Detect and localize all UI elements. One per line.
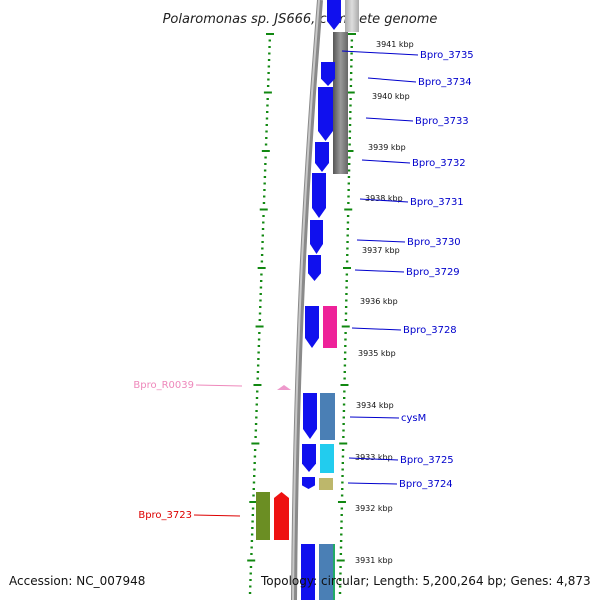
gene-label-leader <box>367 77 417 83</box>
kbp-tick-label: 3935 kbp <box>358 349 396 358</box>
gene-label[interactable]: Bpro_3725 <box>400 455 454 466</box>
forward-gene-arrow <box>301 544 315 600</box>
gene-label-leader <box>354 269 405 273</box>
forward-gene-arrow <box>315 142 329 172</box>
gene-label-leader <box>361 159 411 164</box>
forward-gene-arrow <box>302 477 315 489</box>
forward-gene-arrow <box>302 444 316 472</box>
genome-backbone-highlight <box>292 0 320 600</box>
gc-block <box>333 32 348 174</box>
olive-gene-block <box>256 492 270 540</box>
gene-label[interactable]: Bpro_3723 <box>138 510 192 521</box>
pink-gene-block <box>323 306 337 348</box>
gene-label[interactable]: Bpro_3731 <box>410 197 464 208</box>
kbp-tick-label: 3938 kbp <box>365 194 403 203</box>
gene-label-leader <box>365 117 414 122</box>
gene-label-layer: Bpro_3735 Bpro_3734 Bpro_3733 Bpro_3732 Bpro… <box>133 50 473 521</box>
gene-label[interactable]: Bpro_3724 <box>399 479 453 490</box>
gene-label[interactable]: Bpro_3732 <box>412 158 466 169</box>
steel-gene-block <box>319 544 333 600</box>
gene-label[interactable]: Bpro_3730 <box>407 237 461 248</box>
cyan-gene-block <box>320 444 334 473</box>
kbp-tick-label: 3941 kbp <box>376 40 414 49</box>
kbp-tick-label: 3939 kbp <box>368 143 406 152</box>
kbp-tick-label: 3936 kbp <box>360 297 398 306</box>
gene-label-leader <box>347 482 398 485</box>
gene-label-leader <box>351 327 402 331</box>
gene-layer <box>256 0 341 600</box>
khaki-gene-block <box>319 478 333 490</box>
rna-gene-marker <box>277 385 291 390</box>
steel-gene-block <box>320 393 335 440</box>
gene-label-leader <box>195 384 243 387</box>
forward-gene-arrow <box>303 393 317 439</box>
gene-label-leader <box>341 50 419 56</box>
kbp-tick-label: 3932 kbp <box>355 504 393 513</box>
gene-label[interactable]: Bpro_3729 <box>406 267 460 278</box>
forward-gene-arrow <box>318 87 333 141</box>
genome-backbone <box>291 0 323 600</box>
gc-block-top <box>345 0 359 32</box>
gene-label-leader <box>359 198 409 203</box>
topology-text: Topology: circular; Length: 5,200,264 bp… <box>261 574 591 588</box>
gene-label-leader <box>348 457 399 461</box>
forward-gene-arrow <box>327 0 341 30</box>
kbp-tick-label: 3931 kbp <box>355 556 393 565</box>
forward-gene-arrow <box>310 220 323 254</box>
dotted-ring-layer <box>247 33 356 594</box>
accession-text: Accession: NC_007948 <box>9 574 146 588</box>
forward-gene-arrow <box>327 0 341 5</box>
forward-gene-arrow <box>305 306 319 348</box>
gene-label-leader <box>193 514 241 517</box>
gene-label[interactable]: Bpro_R0039 <box>133 380 194 391</box>
gene-label[interactable]: Bpro_3734 <box>418 77 472 88</box>
gene-label[interactable]: Bpro_3733 <box>415 116 469 127</box>
kbp-tick-label: 3934 kbp <box>356 401 394 410</box>
map-title: Polaromonas sp. JS666, complete genome <box>163 12 438 27</box>
gene-label[interactable]: Bpro_3728 <box>403 325 457 336</box>
forward-gene-arrow <box>312 173 326 218</box>
gene-label[interactable]: Bpro_3735 <box>420 50 474 61</box>
kbp-tick-label: 3940 kbp <box>372 92 410 101</box>
gene-label[interactable]: cysM <box>401 413 426 424</box>
kbp-tick-label: 3937 kbp <box>362 246 400 255</box>
kbp-tick-label: 3933 kbp <box>355 453 393 462</box>
forward-gene-arrow <box>321 62 335 86</box>
gene-label-leader <box>349 416 400 419</box>
red-gene-arrow <box>274 492 289 540</box>
forward-gene-arrow <box>308 255 321 281</box>
gene-label-leader <box>356 239 406 243</box>
kbp-tick-layer: 3941 kbp 3940 kbp 3939 kbp 3938 kbp 3937 kbp… <box>355 40 414 565</box>
green-gene-edge <box>333 544 335 600</box>
